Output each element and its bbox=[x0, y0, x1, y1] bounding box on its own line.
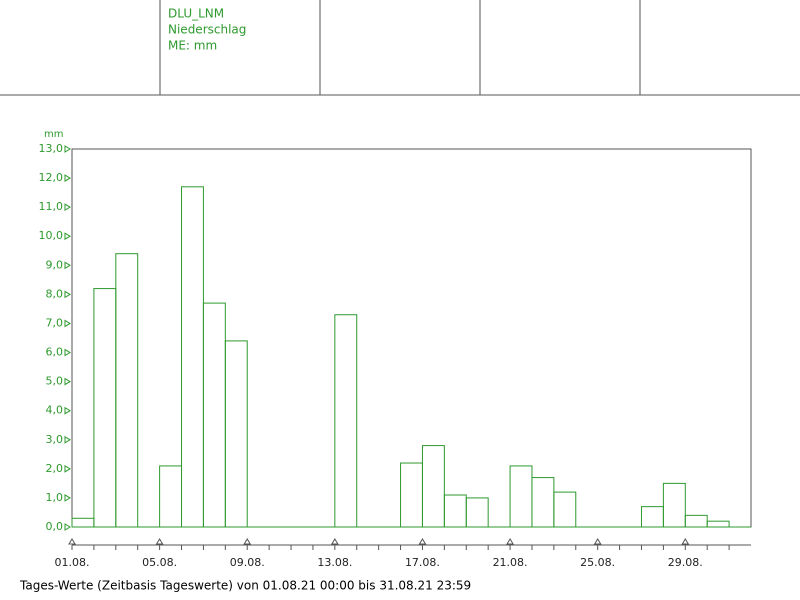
bar bbox=[224, 340, 248, 528]
y-tick-label: 8,0 bbox=[46, 287, 64, 300]
y-tick-label: 2,0 bbox=[46, 462, 64, 475]
y-tick-label: 12,0 bbox=[39, 171, 64, 184]
bar bbox=[443, 494, 467, 528]
y-tick-mark bbox=[64, 145, 71, 153]
y-tick-mark bbox=[64, 232, 71, 241]
y-tick-label: 9,0 bbox=[46, 258, 64, 271]
bar bbox=[684, 514, 708, 528]
y-tick-mark bbox=[64, 523, 71, 531]
bar bbox=[706, 520, 730, 528]
bar bbox=[465, 497, 489, 528]
y-tick-label: 0,0 bbox=[46, 520, 64, 533]
y-tick-mark bbox=[64, 435, 71, 444]
x-tick-label: 09.08. bbox=[230, 556, 265, 569]
bar bbox=[640, 506, 664, 528]
x-tick-marker bbox=[330, 538, 339, 545]
bar bbox=[509, 465, 533, 528]
header-line: ME: mm bbox=[168, 39, 217, 53]
x-tick-label: 25.08. bbox=[580, 556, 615, 569]
y-tick-mark bbox=[64, 494, 71, 502]
y-tick-label: 4,0 bbox=[46, 404, 64, 417]
y-tick-label: 10,0 bbox=[39, 229, 64, 242]
y-tick-mark bbox=[64, 203, 71, 212]
header-band: DLU_LNM Niederschlag ME: mm bbox=[0, 0, 800, 96]
x-tick-marker bbox=[506, 538, 514, 545]
x-tick-marker bbox=[681, 538, 690, 545]
bar bbox=[334, 314, 358, 528]
bar bbox=[159, 465, 183, 528]
footer-text: Tages-Werte (Zeitbasis Tageswerte) von 0… bbox=[19, 579, 471, 593]
x-tick-marker bbox=[593, 538, 602, 545]
y-tick-label: 7,0 bbox=[46, 316, 64, 329]
x-tick-label: 21.08. bbox=[493, 556, 528, 569]
y-tick-mark bbox=[64, 261, 71, 270]
y-tick-mark bbox=[64, 377, 71, 386]
plot-frame bbox=[71, 148, 752, 528]
y-tick-label: 3,0 bbox=[46, 433, 64, 446]
y-tick-label: 5,0 bbox=[46, 375, 64, 388]
y-tick-label: 13,0 bbox=[39, 142, 64, 155]
header-line: Niederschlag bbox=[168, 23, 246, 37]
bar bbox=[553, 491, 577, 528]
y-tick-label: 11,0 bbox=[39, 200, 64, 213]
y-tick-mark bbox=[64, 464, 71, 473]
y-tick-mark bbox=[64, 174, 71, 182]
bar bbox=[115, 253, 139, 528]
bar bbox=[531, 477, 555, 528]
x-tick-marker bbox=[418, 538, 427, 545]
x-tick-marker bbox=[68, 538, 76, 545]
bar bbox=[202, 302, 226, 528]
y-axis-unit: mm bbox=[44, 129, 63, 140]
bar bbox=[71, 517, 95, 528]
x-tick-label: 17.08. bbox=[405, 556, 440, 569]
bar bbox=[181, 186, 204, 528]
x-tick-label: 01.08. bbox=[55, 556, 90, 569]
y-tick-mark bbox=[64, 406, 71, 415]
bar bbox=[93, 288, 117, 528]
y-tick-mark bbox=[64, 348, 71, 357]
y-tick-label: 6,0 bbox=[46, 346, 64, 359]
bar bbox=[400, 462, 423, 528]
header-line: DLU_LNM bbox=[168, 7, 224, 21]
y-tick-mark bbox=[64, 319, 71, 328]
y-tick-mark bbox=[64, 290, 71, 299]
x-tick-label: 05.08. bbox=[142, 556, 177, 569]
bar bbox=[421, 445, 445, 528]
x-tick-label: 13.08. bbox=[317, 556, 352, 569]
bar bbox=[662, 482, 686, 528]
y-tick-label: 1,0 bbox=[46, 491, 64, 504]
x-tick-marker bbox=[155, 538, 164, 545]
x-tick-label: 29.08. bbox=[668, 556, 703, 569]
x-tick-marker bbox=[243, 538, 252, 545]
